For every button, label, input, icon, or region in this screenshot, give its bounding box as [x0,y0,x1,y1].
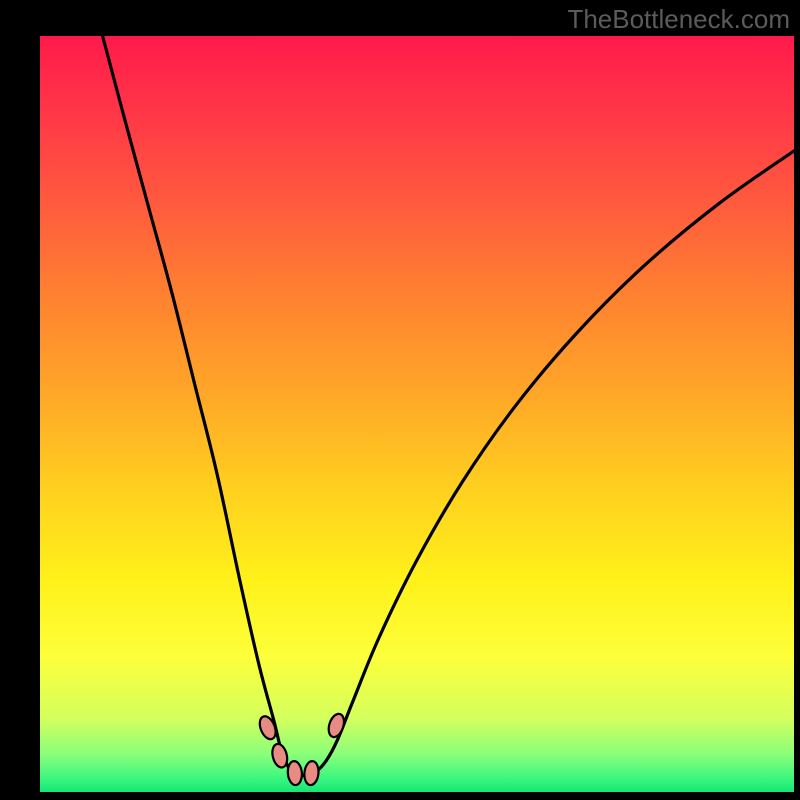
plot-svg [40,36,794,792]
chart-container: TheBottleneck.com [0,0,800,800]
gradient-background [40,36,794,792]
plot-area [40,36,794,792]
watermark-text: TheBottleneck.com [567,4,790,35]
